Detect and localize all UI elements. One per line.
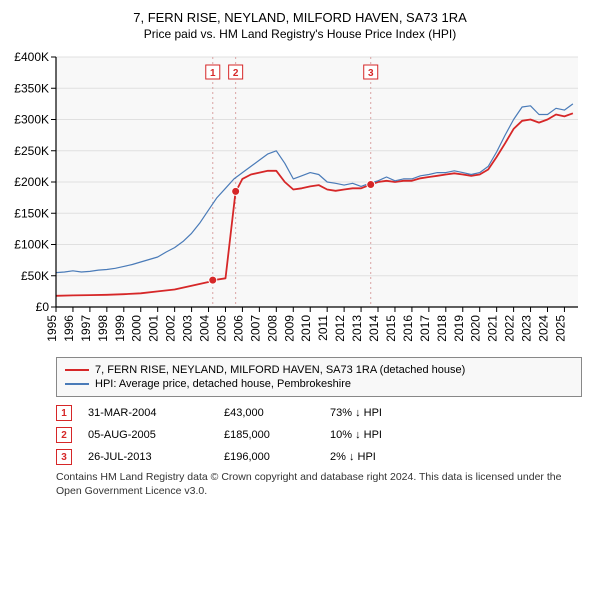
- event-row: 1 31-MAR-2004 £43,000 73% ↓ HPI: [56, 405, 582, 421]
- x-axis-label: 2002: [164, 315, 178, 342]
- event-hpi: 10% ↓ HPI: [330, 429, 440, 441]
- event-marker-2: 2: [229, 65, 243, 79]
- y-axis-label: £350K: [14, 81, 49, 95]
- y-axis-label: £200K: [14, 175, 49, 189]
- x-axis-label: 2004: [198, 315, 212, 342]
- event-hpi: 2% ↓ HPI: [330, 451, 440, 463]
- event-marker-3: 3: [364, 65, 378, 79]
- event-date: 26-JUL-2013: [88, 451, 208, 463]
- footnote: Contains HM Land Registry data © Crown c…: [56, 471, 582, 498]
- legend-swatch: [65, 369, 89, 371]
- legend-item: HPI: Average price, detached house, Pemb…: [65, 378, 573, 390]
- x-axis-label: 2000: [130, 315, 144, 342]
- x-axis-label: 2022: [503, 315, 517, 342]
- x-axis-label: 2003: [181, 315, 195, 342]
- y-axis-label: £250K: [14, 144, 49, 158]
- chart-container: £0 £50K £100K £150K £200K £250K £300K £350K £400…: [8, 49, 592, 349]
- x-axis-label: 2007: [248, 315, 262, 342]
- x-axis-label: 2012: [333, 315, 347, 342]
- x-axis-label: 2021: [486, 315, 500, 342]
- event-marker-box: 1: [56, 405, 72, 421]
- y-axis-label: £150K: [14, 206, 49, 220]
- x-axis-label: 2023: [520, 315, 534, 342]
- x-axis-label: 2011: [316, 315, 330, 341]
- x-axis-label: 2008: [265, 315, 279, 342]
- svg-text:2: 2: [233, 68, 239, 79]
- event-price: £196,000: [224, 451, 314, 463]
- legend-item: 7, FERN RISE, NEYLAND, MILFORD HAVEN, SA…: [65, 364, 573, 376]
- x-axis-label: 1995: [45, 315, 59, 342]
- event-hpi: 73% ↓ HPI: [330, 407, 440, 419]
- x-axis-label: 2006: [231, 315, 245, 342]
- x-axis-label: 1996: [62, 315, 76, 342]
- event-marker-box: 2: [56, 427, 72, 443]
- y-axis-label: £300K: [14, 113, 49, 127]
- x-axis-label: 2016: [401, 315, 415, 342]
- svg-text:3: 3: [368, 68, 374, 79]
- x-axis-label: 2024: [536, 315, 550, 342]
- events-table: 1 31-MAR-2004 £43,000 73% ↓ HPI 2 05-AUG-2005…: [56, 405, 582, 465]
- x-axis-label: 2001: [147, 315, 161, 342]
- page-subtitle: Price paid vs. HM Land Registry's House …: [8, 27, 592, 41]
- x-axis-label: 2010: [299, 315, 313, 342]
- event-row: 2 05-AUG-2005 £185,000 10% ↓ HPI: [56, 427, 582, 443]
- x-axis-label: 2014: [367, 315, 381, 342]
- x-axis-label: 1997: [79, 315, 93, 342]
- x-axis-label: 1999: [113, 315, 127, 342]
- event-row: 3 26-JUL-2013 £196,000 2% ↓ HPI: [56, 449, 582, 465]
- x-axis-label: 2018: [435, 315, 449, 342]
- x-axis-label: 2017: [418, 315, 432, 342]
- x-axis-label: 1998: [96, 315, 110, 342]
- x-axis-label: 2020: [469, 315, 483, 342]
- x-axis-label: 2015: [384, 315, 398, 342]
- legend: 7, FERN RISE, NEYLAND, MILFORD HAVEN, SA…: [56, 357, 582, 397]
- x-axis-label: 2019: [452, 315, 466, 342]
- x-axis-label: 2013: [350, 315, 364, 342]
- price-chart: £0 £50K £100K £150K £200K £250K £300K £350K £400…: [8, 49, 583, 349]
- x-axis-label: 2009: [282, 315, 296, 342]
- event-date: 31-MAR-2004: [88, 407, 208, 419]
- event-price: £185,000: [224, 429, 314, 441]
- page-title: 7, FERN RISE, NEYLAND, MILFORD HAVEN, SA…: [8, 10, 592, 25]
- legend-swatch: [65, 383, 89, 385]
- event-marker-box: 3: [56, 449, 72, 465]
- event-date: 05-AUG-2005: [88, 429, 208, 441]
- event-marker-1: 1: [206, 65, 220, 79]
- y-axis-label: £50K: [21, 269, 49, 283]
- y-axis-label: £0: [36, 300, 50, 314]
- x-axis-label: 2005: [214, 315, 228, 342]
- y-axis-label: £400K: [14, 50, 49, 64]
- event-price: £43,000: [224, 407, 314, 419]
- x-axis-label: 2025: [553, 315, 567, 342]
- legend-label: HPI: Average price, detached house, Pemb…: [95, 378, 351, 390]
- y-axis-label: £100K: [14, 238, 49, 252]
- svg-text:1: 1: [210, 68, 216, 79]
- legend-label: 7, FERN RISE, NEYLAND, MILFORD HAVEN, SA…: [95, 364, 465, 376]
